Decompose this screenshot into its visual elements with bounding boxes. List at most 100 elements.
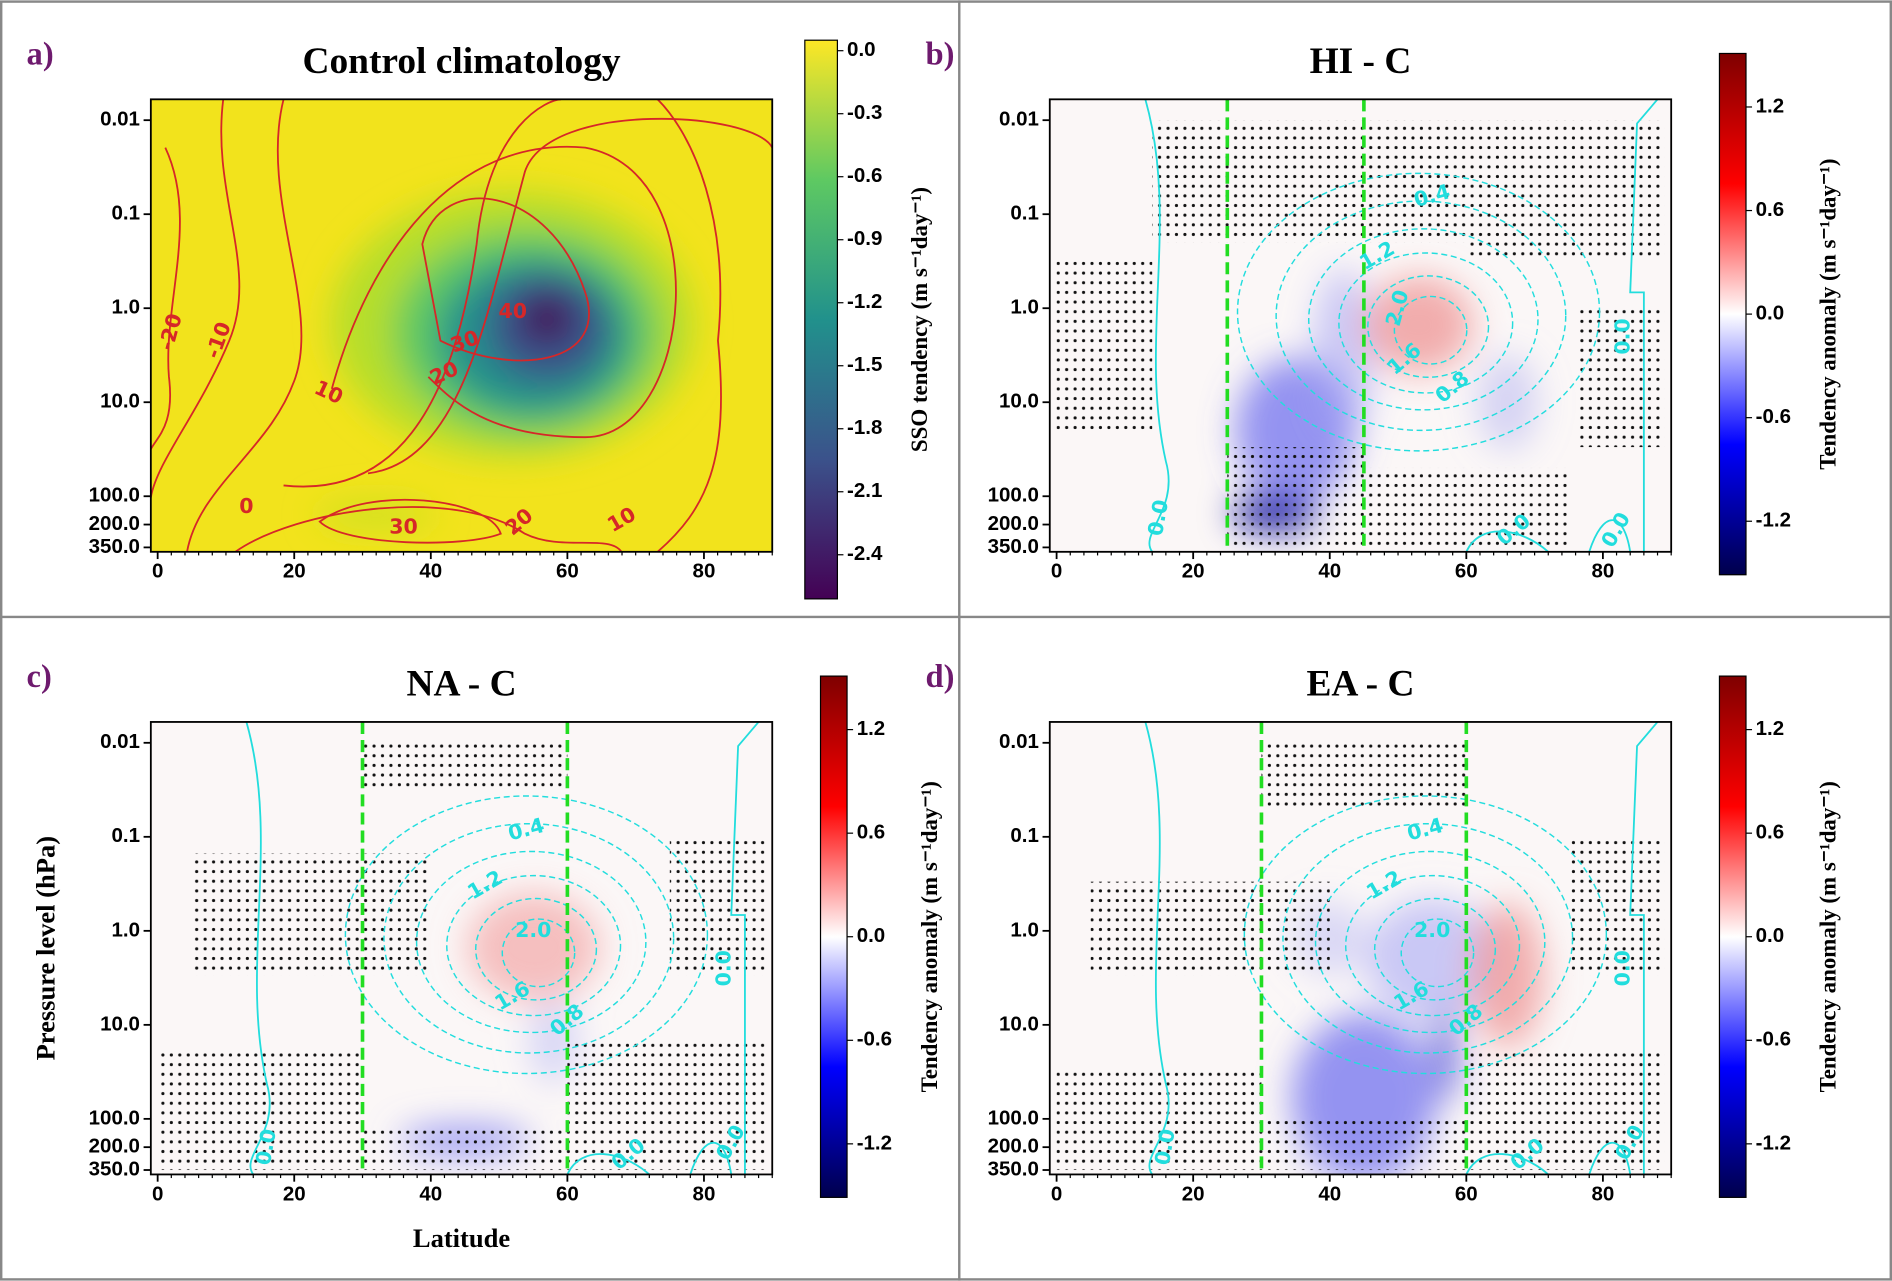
- x-tick-label: 60: [556, 1182, 579, 1205]
- stippling: [157, 1053, 363, 1171]
- colorbar-tick-label: -0.3: [847, 101, 882, 124]
- contour-label: 0: [239, 494, 253, 518]
- contour-line: [1344, 874, 1521, 1017]
- contour-line: [1588, 1142, 1632, 1175]
- contour-line: [1393, 295, 1468, 365]
- contour-line: [318, 498, 502, 544]
- contour-line: [1144, 721, 1170, 1175]
- colorbar-tick-label: -0.6: [847, 164, 882, 187]
- x-tick-label: 0: [1051, 560, 1062, 583]
- colorbar-tick-label: 0.0: [1756, 924, 1785, 947]
- contour-line: [1465, 530, 1549, 552]
- stippling: [1090, 881, 1330, 976]
- x-tick-label: 0: [152, 560, 163, 583]
- contour-line: [1367, 275, 1490, 378]
- contour-line: [475, 897, 598, 1001]
- y-tick-label: 200.0: [988, 1135, 1039, 1158]
- contour-line: [234, 506, 623, 552]
- contour-label: 0.0: [1610, 950, 1634, 986]
- colorbar-tick-label: 0.0: [847, 38, 875, 61]
- x-tick-label: 60: [1455, 560, 1478, 583]
- y-tick-label: 10.0: [100, 390, 140, 413]
- contour-label: 0.0: [1610, 318, 1634, 354]
- contour-label: 40: [498, 299, 527, 323]
- y-tick-label: 350.0: [988, 1157, 1039, 1180]
- contour-line: [330, 145, 677, 439]
- chart-title: EA - C: [1306, 664, 1414, 705]
- field: [1049, 99, 1672, 552]
- y-tick-label: 0.1: [1010, 824, 1039, 847]
- y-tick-label: 1.0: [111, 296, 140, 319]
- x-tick-label: 80: [1591, 560, 1614, 583]
- colorbar-tick-label: 0.6: [857, 821, 886, 844]
- field: [1049, 721, 1672, 1175]
- contour-label: 0.0: [711, 950, 735, 986]
- colorbar-tick-label: -1.5: [847, 353, 882, 376]
- field-blob: [1364, 276, 1473, 374]
- contour-line: [283, 99, 562, 488]
- y-tick-label: 10.0: [999, 1012, 1039, 1035]
- stippling: [1261, 1118, 1467, 1171]
- y-tick-label: 200.0: [89, 512, 140, 535]
- contour-line: [730, 721, 760, 1175]
- colorbar-tick-label: 1.2: [1756, 717, 1785, 740]
- colorbar-tick-label: -0.6: [1756, 1028, 1791, 1051]
- y-tick-label: 200.0: [89, 1135, 140, 1158]
- panel-label: d): [925, 659, 954, 695]
- colorbar: [1718, 675, 1747, 1198]
- contour-line: [421, 197, 590, 362]
- contour-line: [1629, 721, 1659, 1175]
- axes-frame: [1048, 721, 1673, 1176]
- field-blob: [1433, 1004, 1458, 1102]
- field-blob: [1471, 903, 1544, 1049]
- field-blobs: [1232, 268, 1538, 530]
- colorbar-tick-label: 0.0: [1756, 302, 1785, 325]
- colorbar-tick-label: 0.0: [857, 924, 886, 947]
- field-blob: [315, 503, 437, 528]
- y-tick-label: 100.0: [988, 1106, 1039, 1129]
- colorbar-tick-label: 0.6: [1756, 198, 1785, 221]
- y-tick-label: 350.0: [89, 1157, 140, 1180]
- contour-line: [1314, 850, 1546, 1034]
- y-tick-label: 0.01: [999, 730, 1039, 753]
- contour-line: [1282, 822, 1574, 1054]
- contour-line: [344, 795, 709, 1075]
- colorbar-tick-label: -2.1: [847, 479, 882, 502]
- field-blob: [520, 294, 574, 344]
- axes-frame: [149, 721, 774, 1176]
- contour-line: [1465, 1153, 1549, 1175]
- y-tick-label: 0.01: [100, 108, 140, 131]
- stippling: [1466, 1053, 1665, 1171]
- contour-line: [1243, 795, 1608, 1075]
- x-tick-label: 20: [283, 560, 306, 583]
- colorbar-tick-label: 0.6: [1756, 821, 1785, 844]
- x-tick-label: 60: [556, 560, 579, 583]
- contour-line: [415, 850, 647, 1034]
- panel-label: b): [925, 37, 954, 73]
- contour-line: [1400, 918, 1475, 988]
- contour-line: [566, 1153, 650, 1175]
- x-tick-label: 80: [693, 1182, 716, 1205]
- y-tick-label: 100.0: [89, 484, 140, 507]
- plot-area: 0.41.22.01.60.80.0 0.0 0.00.00 20 40 60 800.01…: [925, 659, 1840, 1205]
- field-blob: [466, 893, 600, 1002]
- contour-line: [501, 918, 576, 988]
- contour-line: [245, 721, 271, 1175]
- colorbar-tick-label: -1.8: [847, 416, 882, 439]
- colorbar-label: Tendency anomaly (m s⁻¹day⁻¹): [1816, 158, 1841, 469]
- stippling: [362, 1126, 568, 1171]
- y-tick-label: 200.0: [988, 512, 1039, 535]
- contour-line: [656, 99, 722, 552]
- colorbar-tick-label: -1.2: [1756, 509, 1791, 532]
- field: [150, 721, 773, 1175]
- plot-area: 0.41.22.01.60.80.0 0.0 0.00.00 20 40 60 800.01…: [27, 659, 942, 1253]
- x-tick-label: 40: [1318, 1182, 1341, 1205]
- stippling: [1261, 742, 1467, 809]
- axes-frame: [1048, 98, 1673, 553]
- y-tick-label: 10.0: [100, 1012, 140, 1035]
- x-tick-label: 40: [419, 560, 442, 583]
- colorbar: [1718, 52, 1747, 576]
- y-tick-label: 1.0: [111, 918, 140, 941]
- field-blobs: [315, 192, 694, 528]
- panel-label: a): [27, 37, 54, 73]
